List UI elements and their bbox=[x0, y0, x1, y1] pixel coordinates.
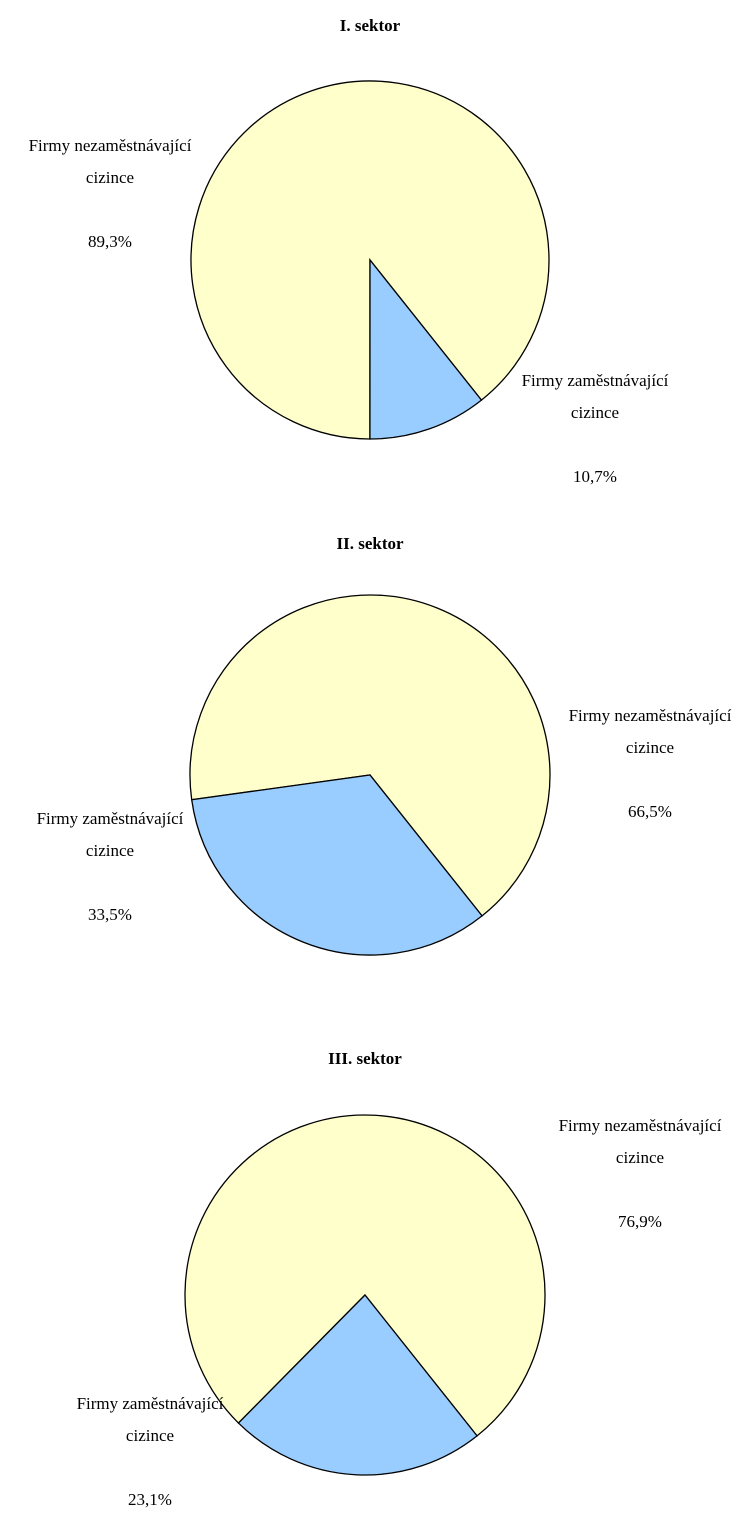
slice-label: Firmy nezaměstnávající cizince bbox=[28, 136, 192, 187]
slice-value: 33,5% bbox=[88, 905, 132, 924]
slice-value: 10,7% bbox=[573, 467, 617, 486]
slice-value: 23,1% bbox=[128, 1490, 172, 1509]
slice-value: 66,5% bbox=[628, 802, 672, 821]
pie-slice bbox=[184, 1114, 546, 1437]
pie-slice bbox=[237, 1294, 478, 1476]
pie-slice bbox=[369, 258, 483, 440]
chart-title: II. sektor bbox=[336, 534, 404, 553]
slice-label: Firmy nezaměstnávající cizince bbox=[568, 706, 732, 757]
slice-label: Firmy zaměstnávající cizince bbox=[76, 1394, 224, 1445]
slice-label: Firmy zaměstnávající cizince bbox=[36, 809, 184, 860]
chart-title: I. sektor bbox=[339, 16, 401, 35]
slice-value: 76,9% bbox=[618, 1212, 662, 1231]
chart-title: III. sektor bbox=[328, 1049, 402, 1068]
slice-label: Firmy nezaměstnávající cizince bbox=[558, 1116, 722, 1167]
pie-slice bbox=[190, 774, 483, 956]
slice-value: 89,3% bbox=[88, 232, 132, 251]
pie-slice bbox=[189, 594, 551, 917]
slice-label: Firmy zaměstnávající cizince bbox=[521, 371, 669, 422]
